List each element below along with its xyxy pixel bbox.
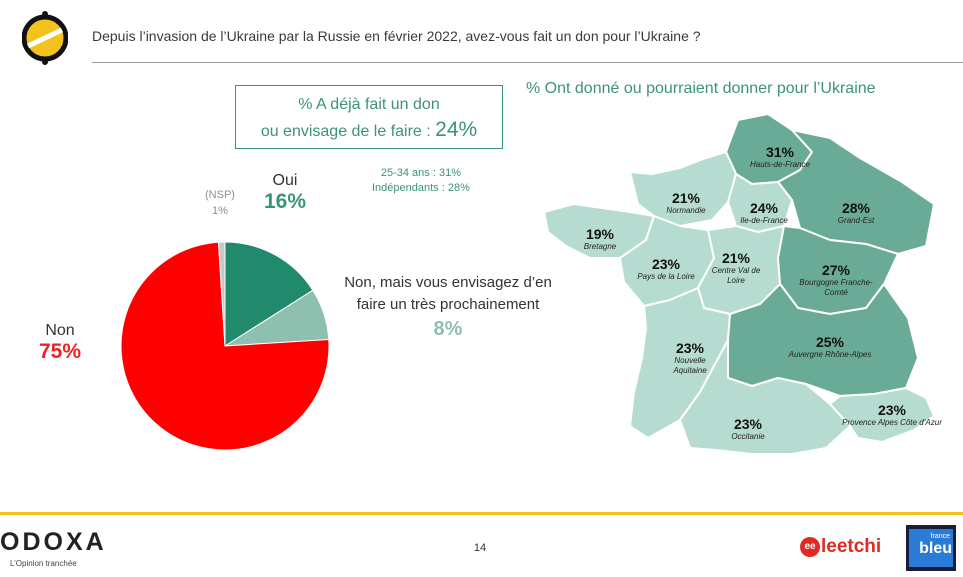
map-label-grand-est: 28% Grand-Est: [837, 200, 875, 225]
label-envisage-value: 8%: [433, 318, 463, 340]
leetchi-mark-icon: ee: [800, 537, 820, 557]
france-bleu-bottom: bleu: [919, 540, 952, 557]
odoxa-logo-icon: [22, 11, 68, 65]
label-nsp: (NSP) 1%: [192, 187, 248, 219]
map-label-pays-de-la-loire: 23% Pays de la Loire: [637, 256, 695, 281]
map-label-occitanie: 23% Occitanie: [731, 416, 765, 441]
region-provence-alpes-cote-dazur: [829, 387, 935, 443]
odoxa-tagline: L’Opinion tranchée: [10, 559, 77, 568]
map-label-bourgogne-franche-comte: 27% Bourgogne Franche-Comté: [799, 262, 873, 297]
map-label-provence-alpes-cote-dazur: 23% Provence Alpes Côte d’Azur: [842, 402, 942, 427]
label-envisage-text: Non, mais vous envisagez d’en faire un t…: [344, 274, 552, 313]
label-nsp-value: 1%: [212, 205, 228, 217]
label-nsp-text: (NSP): [205, 189, 235, 201]
label-non-value: 75%: [38, 340, 82, 363]
label-non-text: Non: [45, 322, 75, 339]
france-map: 31% Hauts-de-France 21% Normandie 24% Ile-d…: [530, 108, 960, 468]
segment-note: Indépendants : 28%: [372, 182, 470, 194]
label-oui-value: 16%: [263, 190, 307, 213]
segment-note: 25-34 ans : 31%: [380, 167, 461, 179]
label-envisage: Non, mais vous envisagez d’en faire un t…: [330, 272, 566, 341]
leetchi-logo: ee leetchi: [800, 536, 881, 558]
header-divider: [92, 62, 963, 63]
segment-notes: 25-34 ans : 31% Indépendants : 28%: [372, 166, 470, 196]
label-non: Non 75%: [30, 322, 90, 364]
pie-slice-nsp: [217, 241, 226, 347]
france-bleu-top: france: [930, 533, 950, 540]
odoxa-brand: ODOXA L’Opinion tranchée: [0, 528, 107, 568]
summary-line2-prefix: ou envisage de le faire :: [260, 123, 436, 140]
page-number: 14: [473, 542, 487, 554]
map-label-hauts-de-france: 31% Hauts-de-France: [749, 144, 811, 169]
map-label-ile-de-france: 24% Ile-de-France: [740, 200, 788, 225]
pie-slice-non: [120, 241, 330, 451]
map-title: % Ont donné ou pourraient donner pour l’…: [526, 80, 876, 97]
label-oui-text: Oui: [272, 172, 298, 189]
map-label-centre-val-de-loire: 21% Centre Val de Loire: [711, 250, 761, 285]
odoxa-wordmark: ODOXA: [0, 528, 107, 556]
footer-divider: [0, 512, 963, 515]
map-label-bretagne: 19% Bretagne: [583, 226, 617, 251]
pie-chart: [120, 241, 330, 451]
map-label-auvergne-rhone-alpes: 25% Auvergne Rhône-Alpes: [788, 334, 872, 359]
summary-value: 24%: [435, 118, 478, 141]
question-title: Depuis l’invasion de l’Ukraine par la Ru…: [92, 28, 701, 44]
summary-line1: % A déjà fait un don: [298, 96, 440, 113]
map-label-nouvelle-aquitaine: 23% Nouvelle Aquitaine: [673, 340, 707, 375]
summary-box: % A déjà fait un don ou envisage de le f…: [235, 85, 503, 149]
pie-slice-oui: [224, 241, 314, 347]
leetchi-wordmark: leetchi: [821, 536, 882, 557]
map-label-normandie: 21% Normandie: [666, 190, 706, 215]
region-occitanie: [679, 339, 851, 455]
france-bleu-logo: france bleu: [906, 525, 956, 571]
label-oui: Oui 16%: [255, 172, 315, 214]
france-bleu-square: [909, 529, 953, 567]
